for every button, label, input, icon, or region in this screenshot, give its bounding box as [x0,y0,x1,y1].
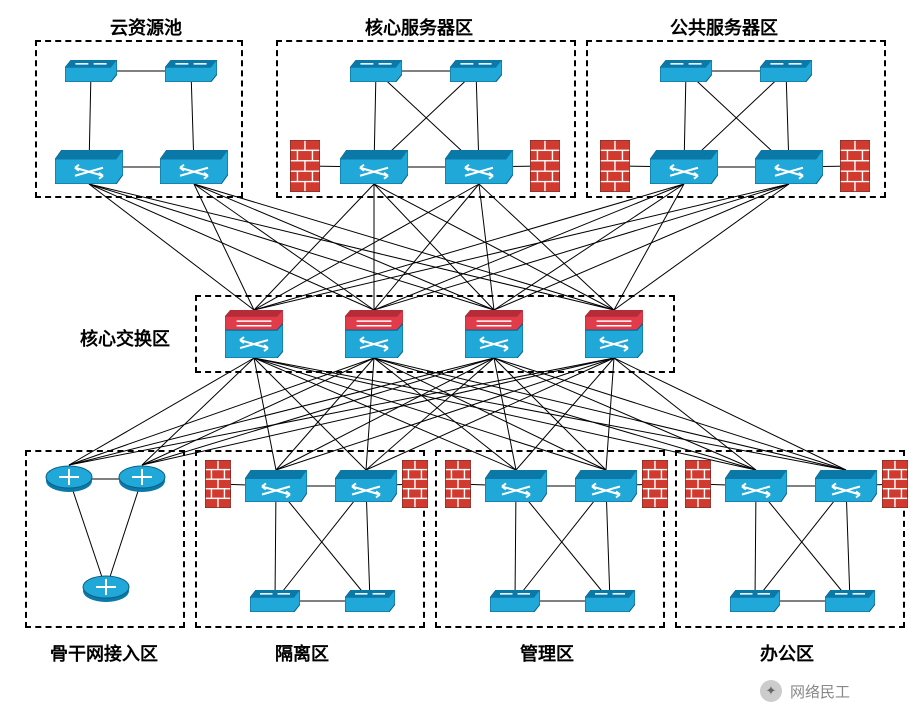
l3-switch-c4 [160,150,228,184]
router-r2 [118,465,166,493]
core-switch-k2 [345,310,403,358]
firewall-cf1 [290,140,320,192]
firewall-pf1 [600,140,630,192]
l3-switch-cs3 [340,150,408,184]
firewall-pf2 [840,140,870,192]
l3-switch-m2 [575,470,637,502]
zone-label-z_office: 办公区 [760,640,814,666]
small-switch-cs2 [450,60,502,82]
l3-switch-cs4 [445,150,513,184]
core-switch-k4 [585,310,643,358]
l3-switch-c3 [55,150,123,184]
l3-switch-d1 [245,470,307,502]
l3-switch-o1 [725,470,787,502]
zone-label-z_core_sw: 核心交换区 [80,325,170,351]
l3-switch-m1 [485,470,547,502]
small-switch-c1 [65,60,117,82]
firewall-mf2 [642,460,668,508]
small-switch-m4 [585,590,635,612]
zone-label-z_pub_s: 公共服务器区 [670,14,778,40]
zone-label-z_core_s: 核心服务器区 [365,14,473,40]
l3-switch-d2 [335,470,397,502]
firewall-df2 [402,460,428,508]
small-switch-ps1 [660,60,712,82]
watermark: ✦ 网络民工 [760,680,850,702]
wechat-icon: ✦ [760,680,782,702]
firewall-mf1 [445,460,471,508]
network-topology-diagram: 云资源池 核心服务器区 公共服务器区核心交换区骨干网接入区 隔离区 管理区 办公区 [0,0,916,719]
zone-label-z_mgmt: 管理区 [520,640,574,666]
small-switch-m3 [490,590,540,612]
firewall-of2 [882,460,908,508]
firewall-cf2 [530,140,560,192]
small-switch-o4 [825,590,875,612]
l3-switch-ps3 [650,150,718,184]
router-r1 [45,465,93,493]
firewall-of1 [685,460,711,508]
zone-label-z_dmz: 隔离区 [275,640,329,666]
small-switch-c2 [165,60,217,82]
small-switch-d3 [250,590,300,612]
core-switch-k1 [225,310,283,358]
small-switch-o3 [730,590,780,612]
l3-switch-ps4 [755,150,823,184]
router-r3 [82,575,130,603]
small-switch-d4 [345,590,395,612]
core-switch-k3 [465,310,523,358]
watermark-text: 网络民工 [790,681,850,702]
l3-switch-o2 [815,470,877,502]
small-switch-cs1 [350,60,402,82]
small-switch-ps2 [760,60,812,82]
firewall-df1 [205,460,231,508]
zone-label-z_cloud: 云资源池 [110,14,182,40]
zone-label-z_back: 骨干网接入区 [50,640,158,666]
